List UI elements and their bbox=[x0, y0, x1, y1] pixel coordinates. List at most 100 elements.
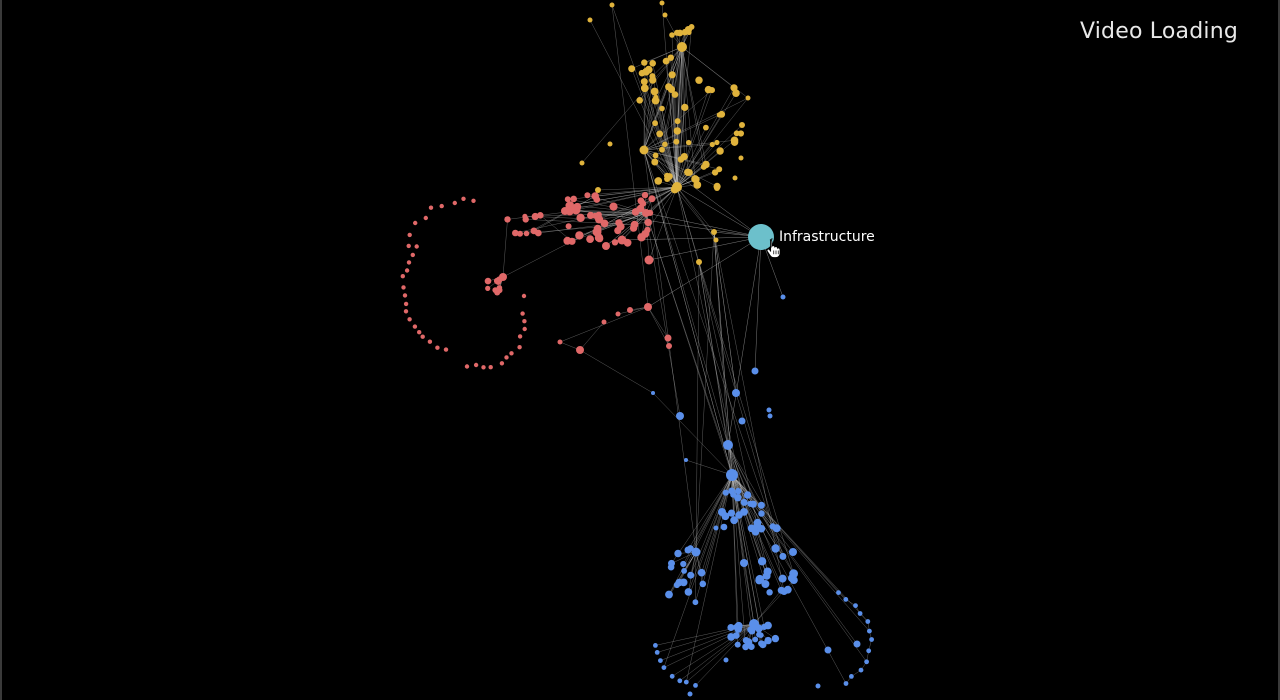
graph-node-blue[interactable] bbox=[824, 646, 832, 654]
graph-node-blue[interactable] bbox=[764, 636, 772, 645]
graph-node-yellow[interactable] bbox=[681, 103, 689, 111]
graph-node-blue[interactable] bbox=[764, 621, 772, 630]
graph-node-yellow[interactable] bbox=[680, 153, 688, 161]
graph-node-red[interactable] bbox=[637, 233, 646, 242]
graph-node-blue[interactable] bbox=[789, 548, 797, 556]
graph-node-blue[interactable] bbox=[732, 389, 740, 397]
graph-node-yellow[interactable] bbox=[714, 139, 720, 146]
graph-node-blue[interactable] bbox=[755, 624, 763, 633]
graph-node-blue[interactable] bbox=[771, 544, 780, 553]
graph-node-red[interactable] bbox=[412, 324, 418, 329]
graph-node-blue[interactable] bbox=[779, 552, 787, 560]
graph-node-red[interactable] bbox=[481, 365, 486, 370]
graph-node-blue[interactable] bbox=[747, 500, 754, 507]
graph-node-blue[interactable] bbox=[687, 691, 693, 697]
graph-node-blue[interactable] bbox=[735, 511, 743, 519]
graph-node-blue[interactable] bbox=[767, 413, 773, 419]
graph-node-yellow[interactable] bbox=[730, 136, 739, 145]
graph-node-yellow[interactable] bbox=[668, 71, 676, 79]
graph-node-yellow[interactable] bbox=[640, 78, 648, 86]
graph-node-red[interactable] bbox=[485, 285, 491, 291]
graph-node-blue[interactable] bbox=[772, 524, 781, 533]
graph-node-yellow[interactable] bbox=[676, 29, 684, 37]
graph-node-blue[interactable] bbox=[742, 637, 750, 644]
graph-node-blue[interactable] bbox=[735, 487, 742, 495]
infrastructure-node[interactable] bbox=[748, 224, 774, 250]
graph-node-blue[interactable] bbox=[677, 678, 683, 684]
graph-node-red[interactable] bbox=[420, 334, 425, 339]
graph-node-yellow[interactable] bbox=[662, 57, 670, 65]
graph-node-red[interactable] bbox=[452, 200, 457, 206]
graph-node-yellow[interactable] bbox=[696, 259, 702, 265]
graph-node-blue[interactable] bbox=[755, 574, 765, 584]
graph-node-red[interactable] bbox=[512, 229, 519, 237]
graph-node-blue[interactable] bbox=[866, 648, 872, 654]
graph-node-blue[interactable] bbox=[667, 563, 675, 571]
graph-node-blue[interactable] bbox=[766, 589, 773, 596]
graph-node-blue[interactable] bbox=[843, 681, 849, 686]
graph-node-yellow[interactable] bbox=[609, 2, 615, 8]
graph-node-yellow[interactable] bbox=[639, 145, 649, 155]
graph-node-blue[interactable] bbox=[762, 572, 771, 580]
graph-node-yellow[interactable] bbox=[652, 152, 659, 159]
graph-node-blue[interactable] bbox=[778, 574, 787, 583]
graph-node-red[interactable] bbox=[534, 229, 542, 237]
graph-node-yellow[interactable] bbox=[713, 237, 719, 243]
graph-node-red[interactable] bbox=[615, 311, 621, 317]
graph-node-yellow[interactable] bbox=[636, 97, 643, 104]
graph-node-blue[interactable] bbox=[747, 524, 756, 533]
graph-node-yellow[interactable] bbox=[716, 147, 724, 155]
graph-node-blue[interactable] bbox=[843, 597, 849, 602]
graph-node-red[interactable] bbox=[523, 230, 530, 237]
graph-node-yellow[interactable] bbox=[649, 60, 656, 67]
graph-node-red[interactable] bbox=[563, 236, 572, 245]
graph-node-blue[interactable] bbox=[713, 525, 719, 531]
graph-node-yellow[interactable] bbox=[579, 160, 585, 166]
graph-node-red[interactable] bbox=[413, 220, 418, 226]
graph-node-yellow[interactable] bbox=[677, 42, 687, 52]
graph-node-blue[interactable] bbox=[743, 491, 752, 499]
graph-node-blue[interactable] bbox=[681, 568, 687, 574]
graph-node-red[interactable] bbox=[492, 287, 499, 293]
graph-node-blue[interactable] bbox=[680, 560, 687, 568]
graph-node-yellow[interactable] bbox=[659, 105, 665, 112]
graph-node-red[interactable] bbox=[666, 343, 672, 349]
graph-node-yellow[interactable] bbox=[702, 160, 710, 169]
graph-node-blue[interactable] bbox=[723, 440, 733, 450]
graph-node-red[interactable] bbox=[595, 211, 602, 218]
graph-node-blue[interactable] bbox=[740, 559, 748, 567]
graph-node-red[interactable] bbox=[417, 330, 422, 335]
graph-node-red[interactable] bbox=[531, 212, 539, 221]
graph-node-blue[interactable] bbox=[653, 643, 658, 648]
graph-node-blue[interactable] bbox=[751, 367, 759, 375]
graph-node-red[interactable] bbox=[564, 196, 571, 203]
graph-node-blue[interactable] bbox=[815, 683, 821, 689]
graph-node-yellow[interactable] bbox=[716, 166, 723, 173]
graph-node-blue[interactable] bbox=[665, 590, 673, 599]
graph-node-red[interactable] bbox=[414, 244, 419, 249]
graph-node-red[interactable] bbox=[435, 345, 440, 350]
graph-node-blue[interactable] bbox=[766, 407, 772, 413]
graph-node-blue[interactable] bbox=[836, 590, 841, 595]
graph-node-yellow[interactable] bbox=[638, 69, 646, 77]
highlighted-node-group[interactable]: Infrastructure bbox=[748, 224, 875, 259]
graph-node-red[interactable] bbox=[601, 319, 607, 325]
graph-node-blue[interactable] bbox=[726, 469, 738, 481]
graph-node-yellow[interactable] bbox=[659, 146, 665, 153]
graph-node-yellow[interactable] bbox=[686, 139, 692, 146]
graph-node-red[interactable] bbox=[639, 200, 647, 207]
graph-node-blue[interactable] bbox=[748, 643, 755, 650]
graph-node-blue[interactable] bbox=[687, 571, 695, 579]
graph-node-red[interactable] bbox=[407, 317, 412, 322]
graph-node-blue[interactable] bbox=[699, 580, 707, 588]
graph-node-red[interactable] bbox=[631, 208, 640, 216]
graph-node-red[interactable] bbox=[595, 234, 604, 243]
graph-node-red[interactable] bbox=[611, 239, 619, 246]
graph-node-red[interactable] bbox=[647, 209, 654, 216]
graph-node-yellow[interactable] bbox=[650, 87, 659, 96]
graph-node-blue[interactable] bbox=[865, 619, 871, 624]
graph-node-yellow[interactable] bbox=[654, 177, 663, 185]
graph-node-red[interactable] bbox=[644, 226, 651, 234]
graph-node-blue[interactable] bbox=[727, 633, 735, 641]
